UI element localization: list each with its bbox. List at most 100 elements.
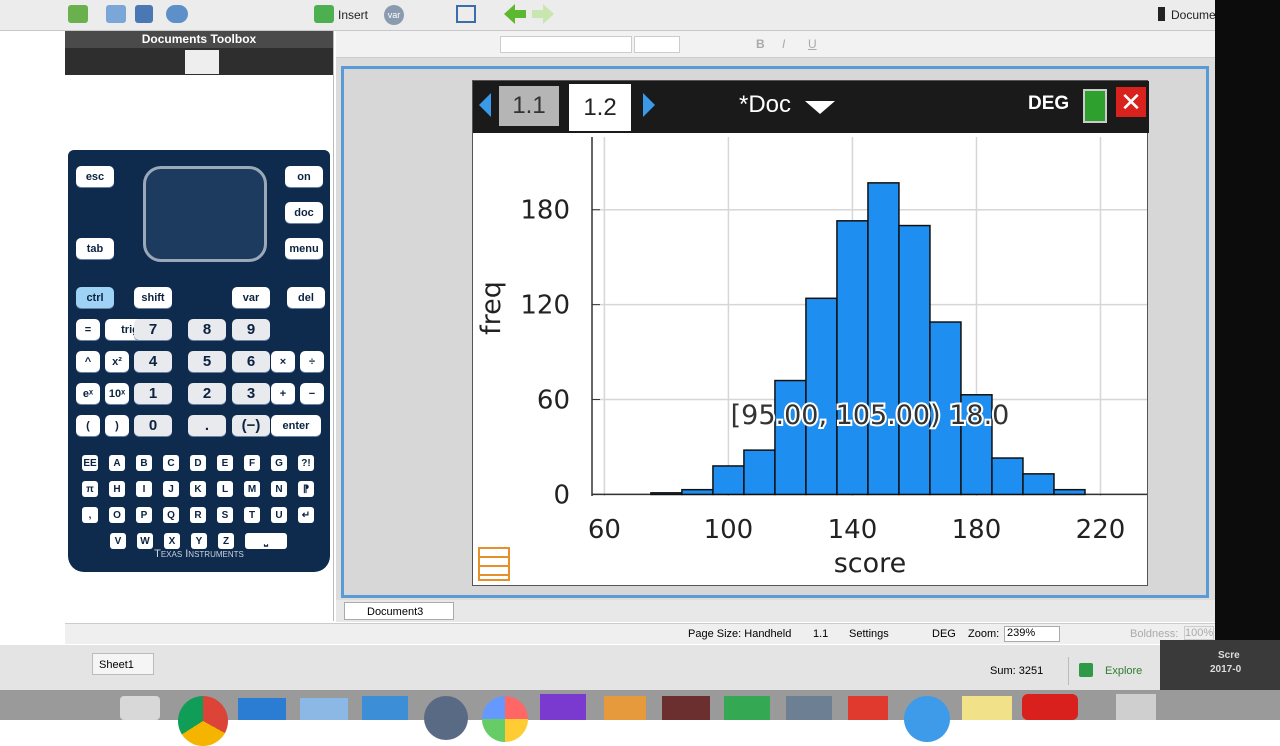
key[interactable]: 3 [232, 383, 270, 404]
key[interactable]: ⎵ [245, 533, 287, 549]
key[interactable]: X [164, 533, 180, 549]
insert-menu[interactable]: Insert [338, 8, 369, 22]
key[interactable]: 1 [134, 383, 172, 404]
new-button[interactable] [68, 5, 88, 23]
y-tick-label: 0 [553, 480, 570, 510]
key[interactable]: Z [218, 533, 234, 549]
key[interactable]: G [271, 455, 287, 471]
x-axis-label: score [834, 548, 907, 579]
undo-button[interactable] [166, 5, 188, 23]
key[interactable]: A [109, 455, 125, 471]
underline-button[interactable]: U [808, 37, 817, 51]
key[interactable]: V [110, 533, 126, 549]
key[interactable]: (−) [232, 415, 270, 436]
key[interactable]: enter [271, 415, 321, 436]
key[interactable]: C [163, 455, 179, 471]
key[interactable]: 4 [134, 351, 172, 372]
key[interactable]: P [136, 507, 152, 523]
layout-button[interactable] [456, 5, 476, 23]
open-button[interactable] [106, 5, 126, 23]
key[interactable]: M [244, 481, 260, 497]
key[interactable]: H [109, 481, 125, 497]
key[interactable]: E [217, 455, 233, 471]
key[interactable]: R [190, 507, 206, 523]
zoom-box[interactable]: 239% [1004, 626, 1060, 642]
key[interactable]: doc [285, 202, 323, 223]
key[interactable]: x² [105, 351, 129, 372]
key[interactable]: J [163, 481, 179, 497]
document-tab[interactable]: Document3 [344, 602, 454, 620]
key[interactable]: 9 [232, 319, 270, 340]
key[interactable]: L [217, 481, 233, 497]
key[interactable]: K [190, 481, 206, 497]
key[interactable]: × [271, 351, 295, 372]
prev-page[interactable] [479, 93, 491, 117]
key[interactable]: ↵ [298, 507, 314, 523]
key[interactable]: 6 [232, 351, 270, 372]
key[interactable]: tab [76, 238, 114, 259]
bold-button[interactable]: B [756, 37, 765, 51]
page-size[interactable]: Page Size: Handheld [688, 628, 792, 640]
key[interactable]: D [190, 455, 206, 471]
key[interactable]: O [109, 507, 125, 523]
page-tab-active[interactable]: 1.2 [569, 84, 631, 131]
explore-label[interactable]: Explore [1105, 665, 1143, 677]
key[interactable]: U [271, 507, 287, 523]
key[interactable]: 5 [188, 351, 226, 372]
close-button[interactable]: ✕ [1116, 87, 1146, 117]
key[interactable]: Q [163, 507, 179, 523]
key[interactable]: + [271, 383, 295, 404]
doc-menu-arrow[interactable] [805, 101, 835, 114]
key[interactable]: eˣ [76, 383, 100, 404]
key[interactable]: 7 [134, 319, 172, 340]
key[interactable]: shift [134, 287, 172, 308]
key[interactable]: on [285, 166, 323, 187]
key[interactable]: N [271, 481, 287, 497]
key[interactable]: ctrl [76, 287, 114, 308]
key[interactable]: ÷ [300, 351, 324, 372]
touchpad[interactable] [143, 166, 267, 262]
italic-button[interactable]: I [782, 37, 786, 51]
back-button[interactable] [504, 4, 526, 24]
key[interactable]: S [217, 507, 233, 523]
key[interactable]: EE [82, 455, 98, 471]
key[interactable]: var [232, 287, 270, 308]
page-tab[interactable]: 1.1 [499, 86, 559, 126]
key[interactable]: ) [105, 415, 129, 436]
key[interactable]: esc [76, 166, 114, 187]
key[interactable]: ⁋ [298, 481, 314, 497]
font-box[interactable] [500, 36, 632, 53]
key[interactable]: del [287, 287, 325, 308]
document-menu[interactable]: Documen [1171, 8, 1223, 22]
key[interactable]: menu [285, 238, 323, 259]
key[interactable]: ^ [76, 351, 100, 372]
key[interactable]: . [188, 415, 226, 436]
key[interactable]: − [300, 383, 324, 404]
next-page[interactable] [643, 93, 655, 117]
key[interactable]: , [82, 507, 98, 523]
handheld-tab[interactable] [185, 50, 219, 74]
key[interactable]: π [82, 481, 98, 497]
size-box[interactable] [634, 36, 680, 53]
doc-title[interactable]: *Doc [739, 91, 792, 118]
key[interactable]: W [137, 533, 153, 549]
key[interactable]: T [244, 507, 260, 523]
save-button[interactable] [135, 5, 153, 23]
explore-button[interactable]: Explore [1068, 657, 1161, 685]
key[interactable]: I [136, 481, 152, 497]
key[interactable]: ( [76, 415, 100, 436]
key[interactable]: = [76, 319, 100, 340]
key[interactable]: B [136, 455, 152, 471]
key[interactable]: Y [191, 533, 207, 549]
table-icon[interactable] [478, 547, 510, 581]
var-button[interactable]: var [384, 5, 404, 25]
key[interactable]: 2 [188, 383, 226, 404]
sheet-tab[interactable]: Sheet1 [92, 653, 154, 675]
settings[interactable]: Settings [849, 628, 889, 640]
key[interactable]: F [244, 455, 260, 471]
key[interactable]: ?! [298, 455, 314, 471]
key[interactable]: 8 [188, 319, 226, 340]
key[interactable]: 10ˣ [105, 383, 129, 404]
key[interactable]: 0 [134, 415, 172, 436]
screenshot-label: Scre [1218, 650, 1240, 661]
